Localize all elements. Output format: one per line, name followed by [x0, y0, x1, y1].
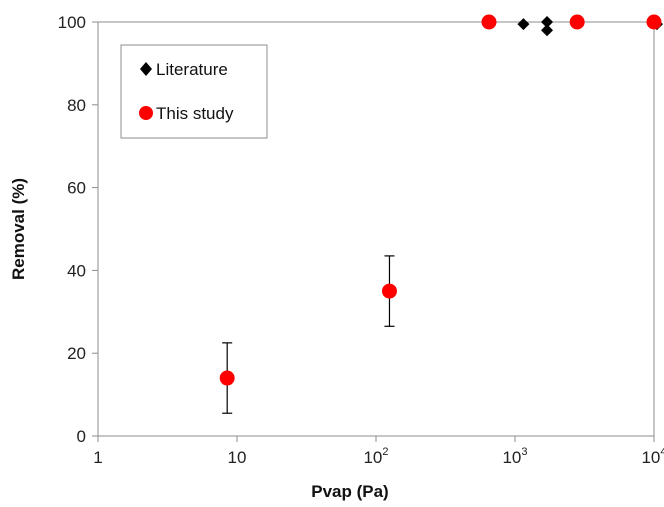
legend-marker-literature [140, 62, 152, 76]
data-marks [219, 14, 663, 386]
y-tick-label: 60 [67, 179, 86, 198]
x-tick-label: 1 [93, 448, 102, 467]
data-point-literature [517, 18, 530, 31]
data-point-literature [541, 16, 554, 28]
data-point-this-study [481, 14, 497, 30]
y-tick-label: 100 [58, 13, 86, 32]
legend-label-this-study: This study [156, 104, 234, 123]
data-point-this-study [219, 370, 235, 386]
x-tick-label: 102 [363, 446, 388, 467]
x-axis-ticks: 1 10 102 103 104 [93, 436, 664, 467]
x-tick-label: 104 [641, 446, 664, 467]
y-tick-label: 20 [67, 344, 86, 363]
y-tick-label: 0 [77, 427, 86, 446]
legend-marker-this-study [139, 106, 153, 120]
x-tick-label: 10 [228, 448, 247, 467]
data-point-this-study [646, 14, 662, 30]
y-axis-ticks: 0 20 40 60 80 100 [58, 13, 98, 446]
y-axis-title: Removal (%) [9, 178, 28, 280]
error-bars [222, 255, 395, 414]
x-axis-title: Pvap (Pa) [311, 482, 388, 501]
legend-label-literature: Literature [156, 60, 228, 79]
x-tick-label: 103 [502, 446, 527, 467]
data-point-literature [541, 24, 554, 37]
y-tick-label: 80 [67, 96, 86, 115]
legend: Literature This study [120, 44, 268, 139]
legend-frame [120, 44, 268, 139]
data-point-this-study [381, 283, 397, 299]
plot-area-frame [97, 21, 655, 437]
data-point-this-study [569, 14, 585, 30]
y-tick-label: 40 [67, 261, 86, 280]
